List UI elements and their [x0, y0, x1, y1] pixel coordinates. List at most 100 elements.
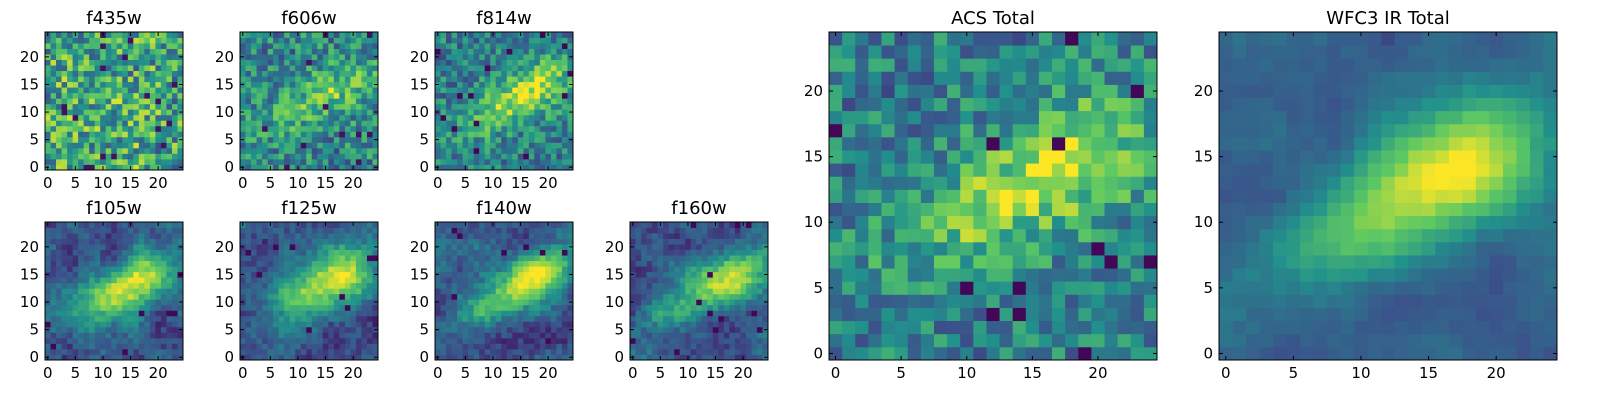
- heatmap-cell: [567, 227, 574, 234]
- heatmap-cell: [83, 244, 90, 250]
- heatmap-cell: [144, 255, 151, 262]
- heatmap-cell: [144, 238, 151, 245]
- heatmap-cell: [144, 131, 151, 138]
- heatmap-cell: [328, 288, 335, 295]
- heatmap-cell: [512, 299, 519, 306]
- heatmap-cell: [322, 48, 329, 55]
- heatmap-cell: [372, 87, 379, 94]
- heatmap-cell: [311, 59, 318, 66]
- heatmap-cell: [105, 114, 112, 121]
- heatmap-cell: [501, 153, 508, 160]
- heatmap-cell: [440, 260, 447, 267]
- heatmap-cell: [355, 255, 362, 262]
- x-tick-label: 20: [344, 364, 363, 382]
- heatmap-cell: [506, 326, 513, 333]
- heatmap-cell: [484, 288, 491, 295]
- heatmap-cell: [539, 249, 546, 256]
- heatmap-cell: [355, 103, 362, 110]
- heatmap-cell: [685, 238, 692, 245]
- heatmap-cell: [56, 32, 62, 38]
- heatmap-cell: [245, 238, 252, 245]
- heatmap-cell: [707, 255, 714, 262]
- heatmap-cell: [171, 337, 178, 344]
- heatmap-cell: [171, 222, 178, 228]
- heatmap-cell: [550, 98, 557, 105]
- heatmap-cell: [344, 222, 351, 228]
- heatmap-cell: [635, 293, 642, 300]
- heatmap-cell: [372, 260, 379, 267]
- heatmap-cell: [707, 233, 714, 239]
- heatmap-cell: [366, 120, 373, 127]
- heatmap-cell: [479, 92, 486, 99]
- heatmap-cell: [171, 255, 178, 262]
- heatmap-cell: [734, 348, 741, 355]
- heatmap-cell: [495, 244, 502, 250]
- heatmap-cell: [56, 310, 62, 317]
- heatmap-cell: [745, 233, 752, 239]
- heatmap-cell: [646, 304, 653, 311]
- heatmap-cell: [462, 81, 469, 88]
- heatmap-cell: [756, 282, 763, 289]
- heatmap-cell: [501, 136, 508, 143]
- heatmap-cell: [116, 282, 123, 289]
- heatmap-cell: [149, 326, 156, 333]
- heatmap-cell: [83, 337, 90, 344]
- heatmap-cell: [501, 32, 508, 38]
- heatmap-cell: [133, 70, 140, 77]
- heatmap-cell: [116, 238, 123, 245]
- heatmap-cell: [328, 266, 335, 273]
- heatmap-cell: [350, 158, 357, 165]
- heatmap-cell: [361, 222, 368, 228]
- heatmap-cell: [751, 277, 758, 284]
- heatmap-cell: [707, 282, 714, 289]
- heatmap-cell: [284, 158, 291, 165]
- heatmap-cell: [339, 354, 346, 361]
- heatmap-cell: [490, 120, 497, 127]
- heatmap-cell: [539, 131, 546, 138]
- heatmap-cell: [986, 307, 1000, 322]
- heatmap-cell: [372, 125, 379, 132]
- heatmap-cell: [278, 43, 285, 49]
- heatmap-cell: [256, 315, 263, 322]
- heatmap-cell: [674, 304, 681, 311]
- heatmap-cell: [256, 142, 263, 149]
- heatmap-cell: [300, 238, 307, 245]
- heatmap-cell: [462, 59, 469, 66]
- heatmap-cell: [490, 260, 497, 267]
- heatmap-cell: [116, 310, 123, 317]
- heatmap-cell: [646, 266, 653, 273]
- heatmap-cell: [177, 293, 184, 300]
- heatmap-cell: [1104, 268, 1119, 282]
- heatmap-cell: [177, 76, 184, 83]
- heatmap-cell: [361, 310, 368, 317]
- heatmap-cell: [663, 282, 670, 289]
- heatmap-cell: [56, 332, 62, 339]
- heatmap-cell: [1143, 333, 1158, 348]
- heatmap-cell: [116, 227, 123, 234]
- heatmap-cell: [273, 153, 280, 160]
- heatmap-cell: [473, 87, 480, 94]
- heatmap-cell: [355, 332, 362, 339]
- heatmap-cell: [138, 70, 145, 77]
- heatmap-cell: [78, 332, 85, 339]
- heatmap-cell: [435, 310, 441, 317]
- heatmap-cell: [635, 249, 642, 256]
- heatmap-cell: [446, 37, 452, 44]
- heatmap-cell: [160, 249, 167, 256]
- heatmap-cell: [657, 315, 664, 322]
- heatmap-cell: [295, 125, 302, 132]
- heatmap-cell: [94, 109, 101, 116]
- heatmap-cell: [94, 125, 101, 132]
- heatmap-cell: [1025, 255, 1040, 269]
- heatmap-cell: [756, 271, 763, 278]
- heatmap-cell: [45, 282, 51, 289]
- heatmap-cell: [295, 114, 302, 121]
- heatmap-cell: [556, 43, 563, 49]
- heatmap-cell: [1025, 320, 1040, 335]
- heatmap-cell: [567, 70, 574, 77]
- heatmap-cell: [273, 48, 280, 55]
- heatmap-cell: [333, 54, 340, 60]
- heatmap-cell: [973, 268, 987, 282]
- heatmap-cell: [256, 332, 263, 339]
- heatmap-cell: [484, 299, 491, 306]
